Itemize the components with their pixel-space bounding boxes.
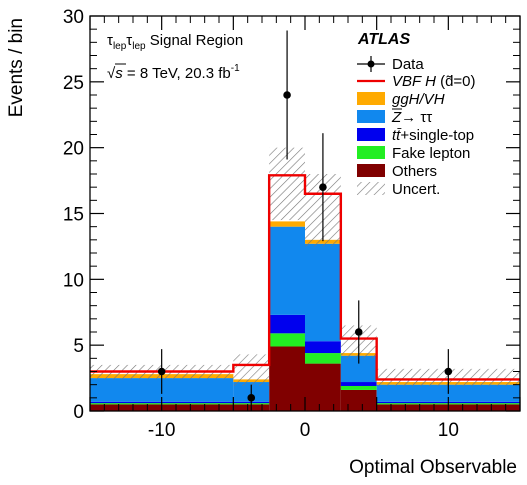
- bar-0-bin-4: [340, 389, 377, 411]
- signal-histogram: [90, 174, 520, 381]
- x-tick-label-0: -10: [148, 420, 175, 441]
- y-tick-label-2: 10: [63, 270, 84, 291]
- legend-item-fake: Fake lepton: [357, 145, 470, 162]
- bar-0-bin-2: [269, 346, 305, 411]
- legend-label-ttbar: tt̄+single-top: [392, 127, 474, 144]
- data-point-0: [157, 349, 166, 394]
- y-tick-label-3: 15: [63, 205, 84, 226]
- data-point-5: [444, 349, 453, 394]
- uncert-bin-2: [269, 147, 305, 221]
- bar-2-bin-3: [305, 341, 341, 354]
- bar-4-bin-2: [269, 221, 305, 227]
- legend-item-ttbar: tt̄+single-top: [357, 127, 474, 144]
- bar-2-bin-2: [269, 314, 305, 334]
- legend-label-ztautau: Z→ ττ: [391, 109, 432, 126]
- legend: Data VBF H (d̃=0) ggH/VH Z→ ττ tt̄+singl…: [357, 56, 476, 198]
- region-label: τlepτlep Signal Region: [107, 32, 243, 52]
- axis-ticks: 0 5 10 15 20 25 30 -10 0 10: [63, 7, 521, 441]
- bar-1-bin-3: [305, 353, 341, 364]
- data-point-2: [283, 30, 291, 160]
- legend-item-ggh: ggH/VH: [357, 91, 445, 108]
- y-tick-label-1: 5: [73, 336, 84, 357]
- legend-item-others: Others: [357, 163, 437, 180]
- y-tick-label-6: 30: [63, 7, 84, 28]
- bar-1-bin-2: [269, 333, 305, 347]
- bar-2-bin-4: [340, 382, 377, 386]
- bar-0-bin-3: [305, 363, 341, 411]
- legend-label-uncert: Uncert.: [392, 181, 440, 198]
- x-tick-label-1: 0: [300, 420, 311, 441]
- data-points: [157, 30, 453, 411]
- legend-label-fake: Fake lepton: [392, 145, 470, 162]
- experiment-label: ATLAS: [357, 31, 410, 48]
- legend-label-ggh: ggH/VH: [392, 91, 445, 108]
- bar-1-bin-4: [340, 385, 377, 390]
- energy-label: √s = 8 TeV, 20.3 fb-1: [107, 63, 240, 82]
- data-point-3: [319, 133, 327, 242]
- legend-item-data: Data: [357, 56, 424, 73]
- signal-line: [90, 174, 520, 381]
- x-axis-label: Optimal Observable: [349, 457, 517, 478]
- bar-3-bin-3: [305, 243, 341, 342]
- legend-label-signal: VBF H (d̃=0): [392, 73, 476, 90]
- legend-label-others: Others: [392, 163, 437, 180]
- data-point-1: [247, 384, 256, 411]
- y-tick-label-4: 20: [63, 139, 84, 160]
- y-axis-label: Events / bin: [6, 18, 27, 117]
- bar-3-bin-2: [269, 226, 305, 315]
- legend-item-signal: VBF H (d̃=0): [357, 73, 476, 90]
- y-tick-label-5: 25: [63, 73, 84, 94]
- x-tick-label-2: 10: [438, 420, 459, 441]
- legend-item-uncert: Uncert.: [357, 181, 440, 198]
- data-point-4: [354, 300, 363, 364]
- y-tick-label-0: 0: [73, 402, 84, 423]
- legend-item-ztautau: Z→ ττ: [357, 108, 432, 126]
- uncert-bin-1: [233, 354, 270, 386]
- legend-label-data: Data: [392, 56, 424, 73]
